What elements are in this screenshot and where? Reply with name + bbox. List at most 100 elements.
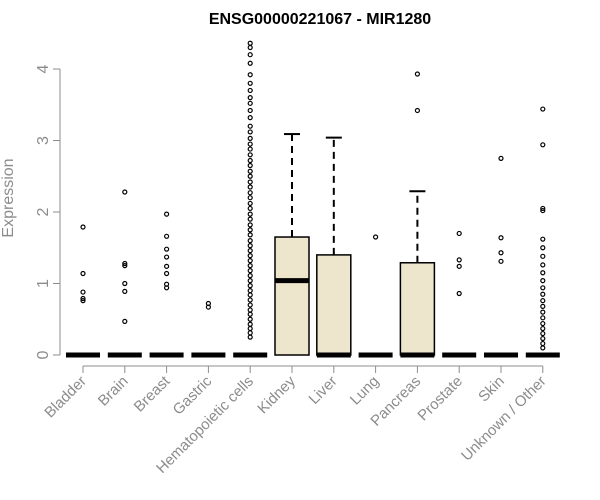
outlier-point — [540, 270, 546, 276]
outlier-point — [247, 321, 253, 327]
outlier-point — [247, 135, 253, 141]
plot-area — [66, 40, 560, 358]
outlier-point — [540, 142, 546, 148]
outlier-point — [247, 184, 253, 190]
box-group — [525, 106, 560, 358]
outlier-point — [540, 320, 546, 327]
outlier-point — [122, 280, 128, 287]
outlier-point — [247, 60, 253, 66]
outlier-point — [540, 330, 546, 337]
outlier-point — [164, 263, 170, 269]
outlier-point — [540, 207, 546, 214]
outlier-point — [540, 106, 546, 112]
outlier-point — [247, 179, 253, 185]
outlier-point — [498, 250, 504, 256]
outlier-point — [247, 325, 253, 332]
outlier-point — [247, 258, 253, 264]
outlier-point — [247, 129, 253, 135]
outlier-point — [122, 318, 128, 324]
outlier-point — [247, 283, 253, 289]
outlier-point — [247, 173, 253, 179]
outlier-point — [247, 243, 253, 249]
outlier-point — [247, 52, 253, 58]
box-group — [66, 224, 100, 358]
outlier-point — [80, 298, 86, 304]
outlier-point — [540, 236, 546, 242]
outlier-point — [540, 278, 546, 284]
outlier-point — [540, 335, 546, 342]
x-tick-label: Prostate — [414, 373, 466, 425]
outlier-point — [247, 302, 253, 308]
outlier-point — [247, 238, 253, 244]
outlier-point — [247, 44, 253, 51]
outlier-point — [80, 224, 86, 230]
outlier-point — [80, 289, 86, 295]
outlier-point — [456, 230, 462, 237]
outlier-point — [247, 123, 253, 129]
outlier-point — [540, 262, 546, 268]
outlier-point — [164, 270, 170, 277]
outlier-point — [164, 233, 170, 239]
outlier-point — [247, 278, 253, 284]
outlier-point — [247, 100, 253, 106]
outlier-point — [247, 80, 253, 86]
outlier-point — [247, 307, 253, 313]
outlier-point — [247, 190, 253, 196]
outlier-point — [247, 205, 253, 212]
y-tick-label: 3 — [35, 136, 52, 145]
y-tick-label: 2 — [35, 207, 52, 216]
box — [274, 236, 310, 356]
outlier-point — [247, 222, 253, 228]
outlier-point — [247, 216, 253, 222]
outlier-point — [247, 157, 253, 164]
outlier-point — [247, 253, 253, 259]
outlier-point — [247, 263, 253, 269]
outlier-point — [498, 258, 504, 264]
outlier-point — [247, 227, 253, 233]
outlier-point — [247, 195, 253, 201]
outlier-point — [122, 288, 128, 294]
y-tick-label: 0 — [35, 350, 52, 359]
outlier-point — [540, 345, 546, 351]
outlier-point — [122, 263, 128, 269]
outlier-point — [247, 115, 253, 121]
outlier-point — [247, 297, 253, 303]
outlier-point — [540, 340, 546, 347]
outlier-point — [247, 292, 253, 298]
outlier-point — [498, 235, 504, 241]
outlier-point — [164, 281, 170, 287]
box-group — [358, 234, 393, 358]
outlier-point — [247, 311, 253, 317]
box — [399, 262, 436, 356]
outlier-point — [498, 155, 504, 161]
x-tick-label: Lung — [347, 373, 383, 409]
outlier-point — [540, 205, 546, 212]
outlier-point — [247, 334, 253, 340]
box-group — [274, 133, 310, 356]
outlier-point — [247, 316, 253, 322]
outlier-point — [80, 295, 86, 302]
outlier-point — [247, 211, 253, 217]
outlier-point — [122, 260, 128, 267]
x-tick-label: Liver — [306, 373, 341, 408]
outlier-point — [540, 309, 546, 315]
outlier-point — [456, 290, 462, 297]
outlier-point — [414, 107, 420, 114]
outlier-point — [80, 270, 86, 277]
outlier-point — [247, 146, 253, 152]
x-tick-label: Skin — [475, 373, 508, 406]
outlier-point — [456, 263, 462, 269]
outlier-point — [247, 152, 253, 158]
outlier-point — [247, 94, 253, 101]
outlier-point — [540, 315, 546, 321]
box-group — [316, 136, 352, 358]
outlier-point — [456, 257, 462, 263]
outlier-point — [247, 288, 253, 294]
x-tick-label: Brain — [95, 373, 132, 410]
outlier-point — [540, 303, 546, 309]
outlier-point — [247, 72, 253, 78]
outlier-point — [540, 291, 546, 297]
outlier-point — [540, 325, 546, 332]
outlier-point — [247, 40, 253, 46]
